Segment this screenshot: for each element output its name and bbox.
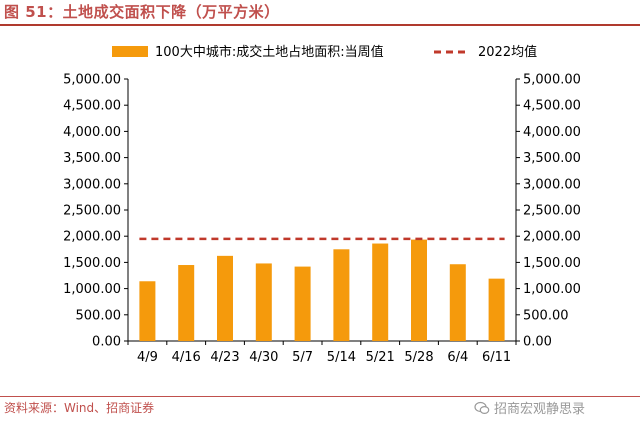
bar <box>255 263 272 341</box>
x-tick-label: 5/28 <box>404 350 433 365</box>
bar <box>372 243 389 341</box>
bar <box>139 281 156 341</box>
bar <box>488 278 505 341</box>
y-tick-label-right: 2,000.00 <box>523 230 581 245</box>
figure-title: 图 51：土地成交面积下降（万平方米） <box>4 3 280 21</box>
y-tick-label-left: 4,000.00 <box>63 125 121 140</box>
bar <box>178 265 195 341</box>
title-rule <box>0 24 640 26</box>
y-tick-label-right: 500.00 <box>523 308 569 323</box>
legend-label-bars: 100大中城市:成交土地占地面积:当周值 <box>155 44 384 60</box>
y-tick-label-right: 3,000.00 <box>523 177 581 192</box>
bar <box>411 239 427 341</box>
x-tick-label: 6/11 <box>482 350 511 365</box>
y-tick-label-right: 3,500.00 <box>523 151 581 166</box>
y-tick-label-left: 3,500.00 <box>63 151 121 166</box>
y-tick-label-left: 1,000.00 <box>63 282 121 297</box>
y-tick-label-right: 0.00 <box>523 335 552 350</box>
watermark: 招商宏观静思录 <box>474 398 585 417</box>
y-tick-label-right: 4,500.00 <box>523 99 581 114</box>
y-tick-label-left: 1,500.00 <box>63 256 121 271</box>
bar <box>217 255 233 341</box>
y-tick-label-left: 2,500.00 <box>63 204 121 219</box>
bar-chart: 100大中城市:成交土地占地面积:当周值 2022均值 0.00 0.00 500.… <box>63 44 581 365</box>
x-tick-label: 5/7 <box>292 350 313 365</box>
y-tick-label-right: 5,000.00 <box>523 73 581 88</box>
y-tick-label-right: 1,000.00 <box>523 282 581 297</box>
bar <box>294 266 311 341</box>
watermark-text: 招商宏观静思录 <box>494 402 586 417</box>
y-tick-label-left: 4,500.00 <box>63 99 121 114</box>
source-note: 资料来源：Wind、招商证券 <box>4 401 155 415</box>
y-tick-label-left: 3,000.00 <box>63 177 121 192</box>
bottom-rule <box>0 396 640 397</box>
x-tick-label: 4/30 <box>249 350 278 365</box>
x-tick-label: 5/14 <box>327 350 356 365</box>
y-tick-label-right: 4,000.00 <box>523 125 581 140</box>
bars <box>139 239 505 341</box>
bar <box>333 249 350 341</box>
legend: 100大中城市:成交土地占地面积:当周值 2022均值 <box>112 44 537 60</box>
y-tick-label-left: 0.00 <box>92 335 121 350</box>
y-tick-label-left: 2,000.00 <box>63 230 121 245</box>
bar <box>449 264 466 341</box>
y-tick-label-right: 1,500.00 <box>523 256 581 271</box>
x-tick-label: 6/4 <box>447 350 468 365</box>
x-tick-label: 4/16 <box>172 350 201 365</box>
legend-swatch-bars <box>112 46 148 57</box>
x-tick-label: 5/21 <box>366 350 395 365</box>
y-tick-label-left: 500.00 <box>76 308 122 323</box>
y-tick-label-left: 5,000.00 <box>63 73 121 88</box>
x-tick-label: 4/9 <box>137 350 158 365</box>
y-tick-label-right: 2,500.00 <box>523 204 581 219</box>
x-tick-label: 4/23 <box>210 350 239 365</box>
wechat-icon <box>474 401 490 414</box>
legend-label-mean-line: 2022均值 <box>478 44 537 60</box>
